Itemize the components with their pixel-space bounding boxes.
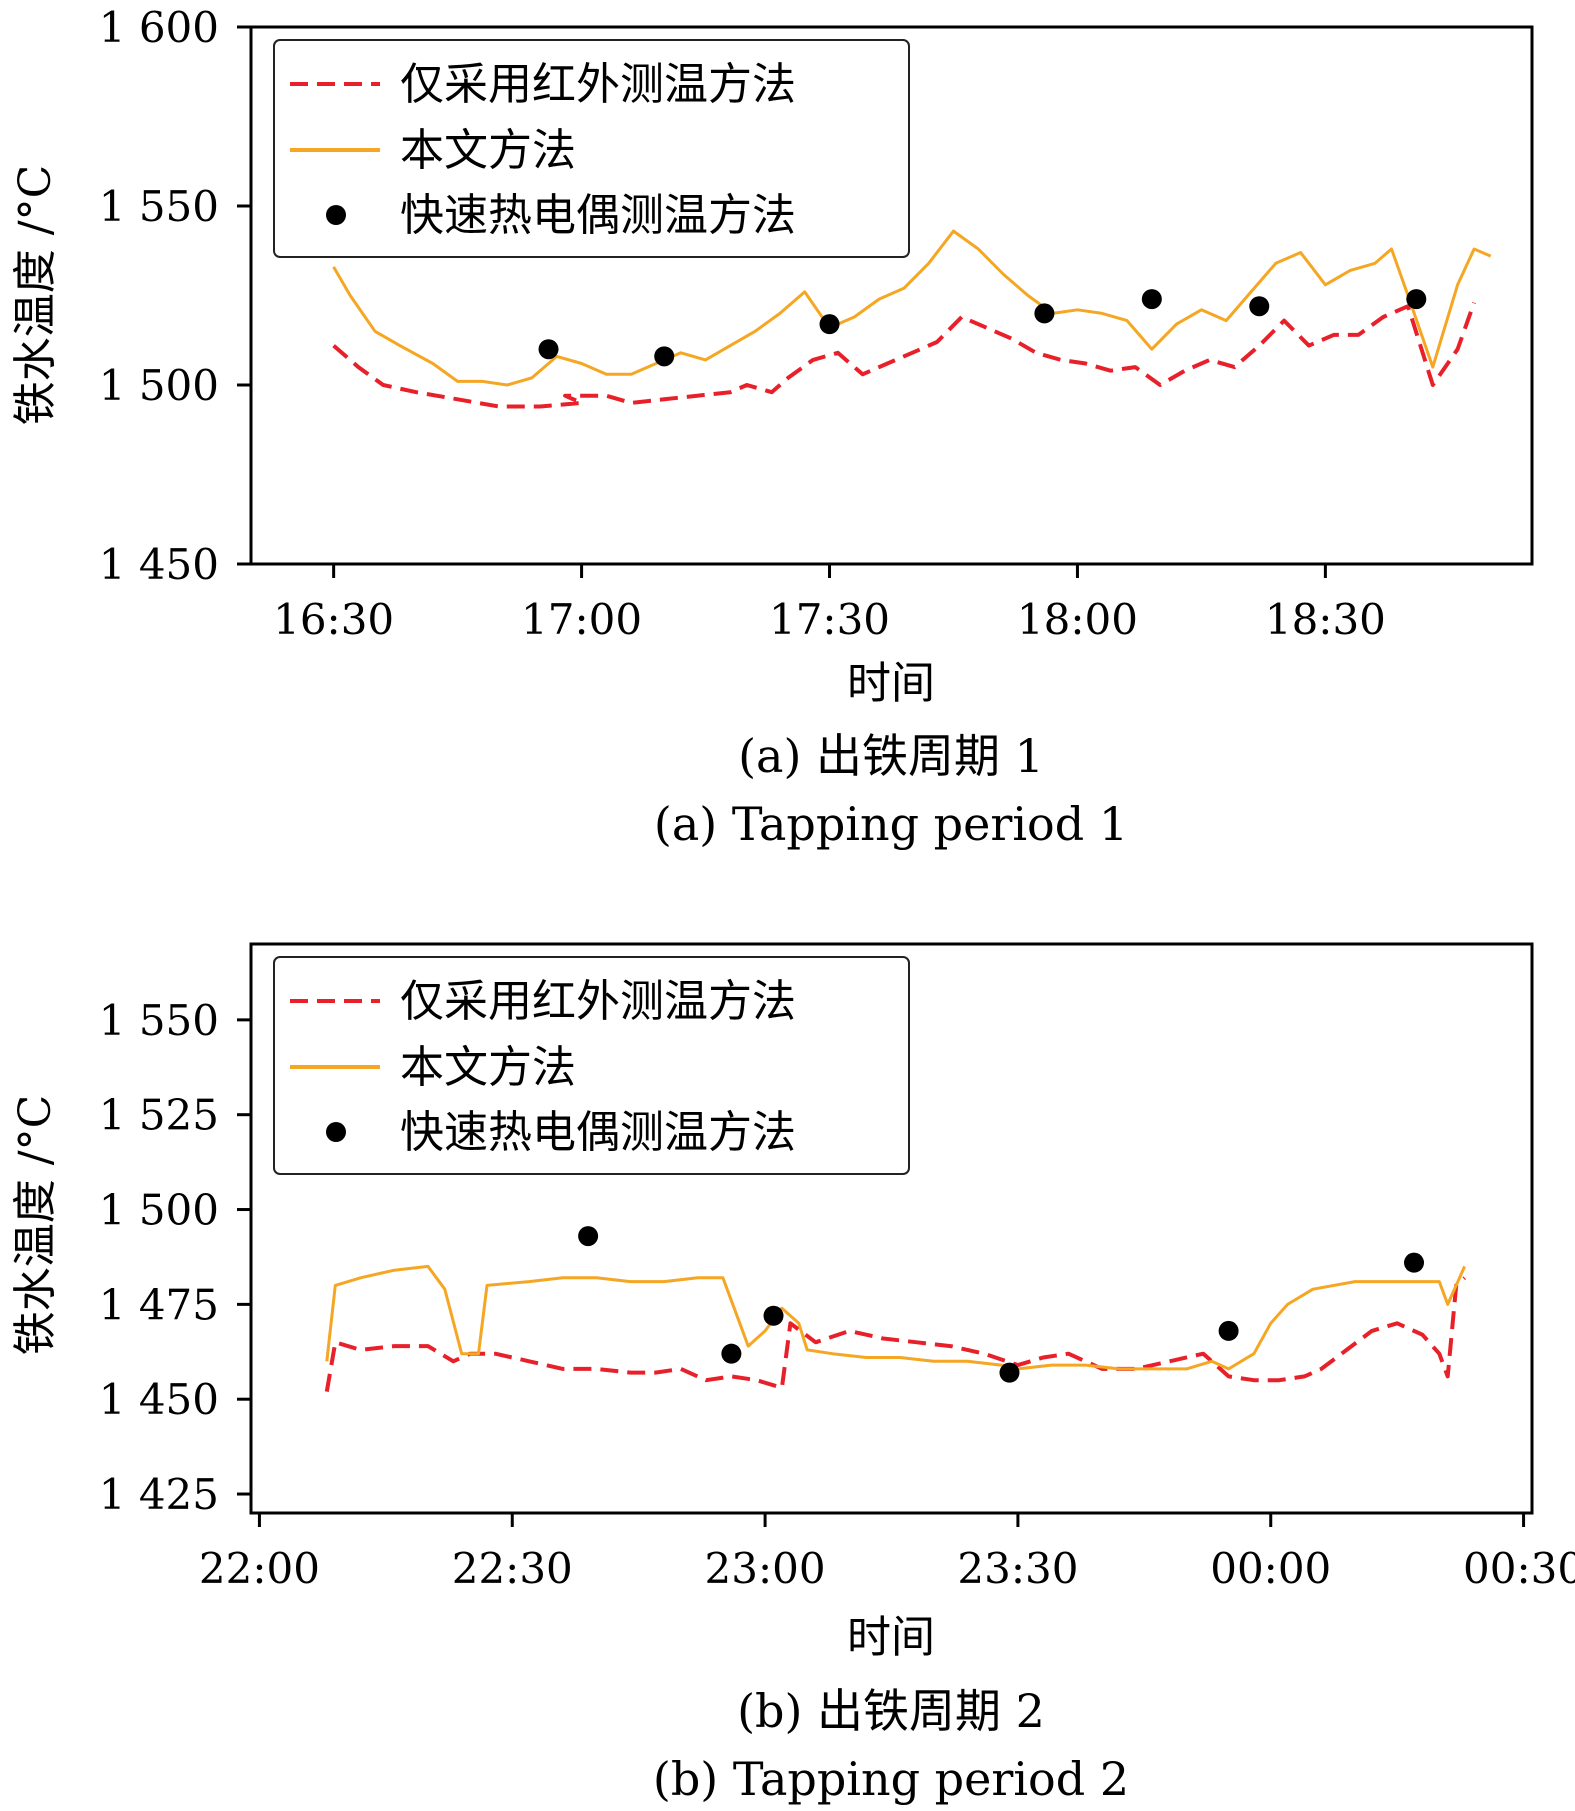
- thermocouple-point: [1404, 1252, 1425, 1273]
- chart-tapping-period-1: 16:30 17:00 17:30 18:00 18:30 1 450 1 500 1 55…: [10, 3, 1534, 851]
- thermocouple-point: [538, 339, 559, 360]
- caption-cn: (b) 出铁周期 2: [737, 1684, 1045, 1738]
- legend-label-infrared: 仅采用红外测温方法: [400, 59, 796, 110]
- y-tick-label: 1 450: [99, 1375, 219, 1424]
- x-tick-label: 23:00: [705, 1544, 826, 1593]
- caption-en: (b) Tapping period 2: [653, 1752, 1129, 1806]
- x-tick-label: 00:00: [1210, 1544, 1331, 1593]
- thermocouple-point: [819, 314, 840, 335]
- plot-series: [324, 1226, 1466, 1392]
- proposed-series-line: [325, 1264, 1466, 1371]
- y-axis-label: 铁水温度 /°C: [10, 165, 61, 425]
- y-tick-label: 1 500: [99, 1186, 219, 1235]
- x-axis-label: 时间: [847, 1612, 935, 1663]
- y-axis: 1 450 1 500 1 550 1 600: [99, 3, 251, 589]
- thermocouple-point: [1406, 289, 1427, 310]
- x-tick-label: 17:00: [521, 595, 642, 644]
- legend-label-proposed: 本文方法: [400, 125, 576, 176]
- infrared-series-line: [332, 302, 1476, 409]
- thermocouple-point: [654, 346, 675, 367]
- x-axis-label: 时间: [847, 658, 935, 709]
- y-tick-label: 1 550: [99, 996, 219, 1045]
- thermocouple-point: [763, 1305, 784, 1326]
- x-tick-label: 22:00: [199, 1544, 320, 1593]
- proposed-series-line: [332, 229, 1492, 387]
- chart-tapping-period-2: 22:00 22:30 23:00 23:30 00:00 00:30 1 425 1 45…: [10, 942, 1575, 1806]
- x-tick-label: 18:30: [1265, 595, 1386, 644]
- y-axis: 1 425 1 450 1 475 1 500 1 525 1 550: [99, 996, 251, 1519]
- caption-en: (a) Tapping period 1: [654, 797, 1128, 851]
- legend: 仅采用红外测温方法 本文方法 快速热电偶测温方法: [273, 956, 910, 1175]
- x-axis: 16:30 17:00 17:30 18:00 18:30: [273, 564, 1386, 644]
- y-tick-label: 1 600: [99, 3, 219, 52]
- infrared-series-line: [324, 1276, 1466, 1392]
- thermocouple-point: [721, 1343, 742, 1364]
- legend-label-thermocouple: 快速热电偶测温方法: [400, 1107, 796, 1158]
- y-tick-label: 1 500: [99, 361, 219, 410]
- legend-box: [273, 39, 910, 258]
- x-tick-label: 22:30: [452, 1544, 573, 1593]
- y-axis-label: 铁水温度 /°C: [10, 1095, 61, 1355]
- x-tick-label: 16:30: [273, 595, 394, 644]
- legend-label-thermocouple: 快速热电偶测温方法: [400, 190, 796, 241]
- x-tick-label: 17:30: [769, 595, 890, 644]
- x-axis: 22:00 22:30 23:00 23:30 00:00 00:30: [199, 1513, 1575, 1593]
- legend-label-proposed: 本文方法: [400, 1042, 576, 1093]
- x-tick-label: 00:30: [1463, 1544, 1575, 1593]
- y-tick-label: 1 425: [99, 1470, 219, 1519]
- plot-series: [332, 229, 1492, 409]
- caption-cn: (a) 出铁周期 1: [738, 729, 1044, 783]
- y-tick-label: 1 525: [99, 1091, 219, 1140]
- x-tick-label: 23:30: [957, 1544, 1078, 1593]
- y-tick-label: 1 475: [99, 1280, 219, 1329]
- thermocouple-point: [1249, 296, 1270, 317]
- legend-marker-thermocouple: [326, 205, 346, 225]
- legend-marker-thermocouple: [326, 1122, 346, 1142]
- y-tick-label: 1 450: [99, 540, 219, 589]
- thermocouple-point: [578, 1226, 599, 1247]
- legend-box: [273, 956, 910, 1175]
- y-tick-label: 1 550: [99, 182, 219, 231]
- thermocouple-point: [1034, 303, 1055, 324]
- thermocouple-point: [999, 1362, 1020, 1383]
- x-tick-label: 18:00: [1017, 595, 1138, 644]
- legend: 仅采用红外测温方法 本文方法 快速热电偶测温方法: [273, 39, 910, 258]
- thermocouple-point: [1141, 289, 1162, 310]
- thermocouple-point: [1218, 1320, 1239, 1341]
- legend-label-infrared: 仅采用红外测温方法: [400, 976, 796, 1027]
